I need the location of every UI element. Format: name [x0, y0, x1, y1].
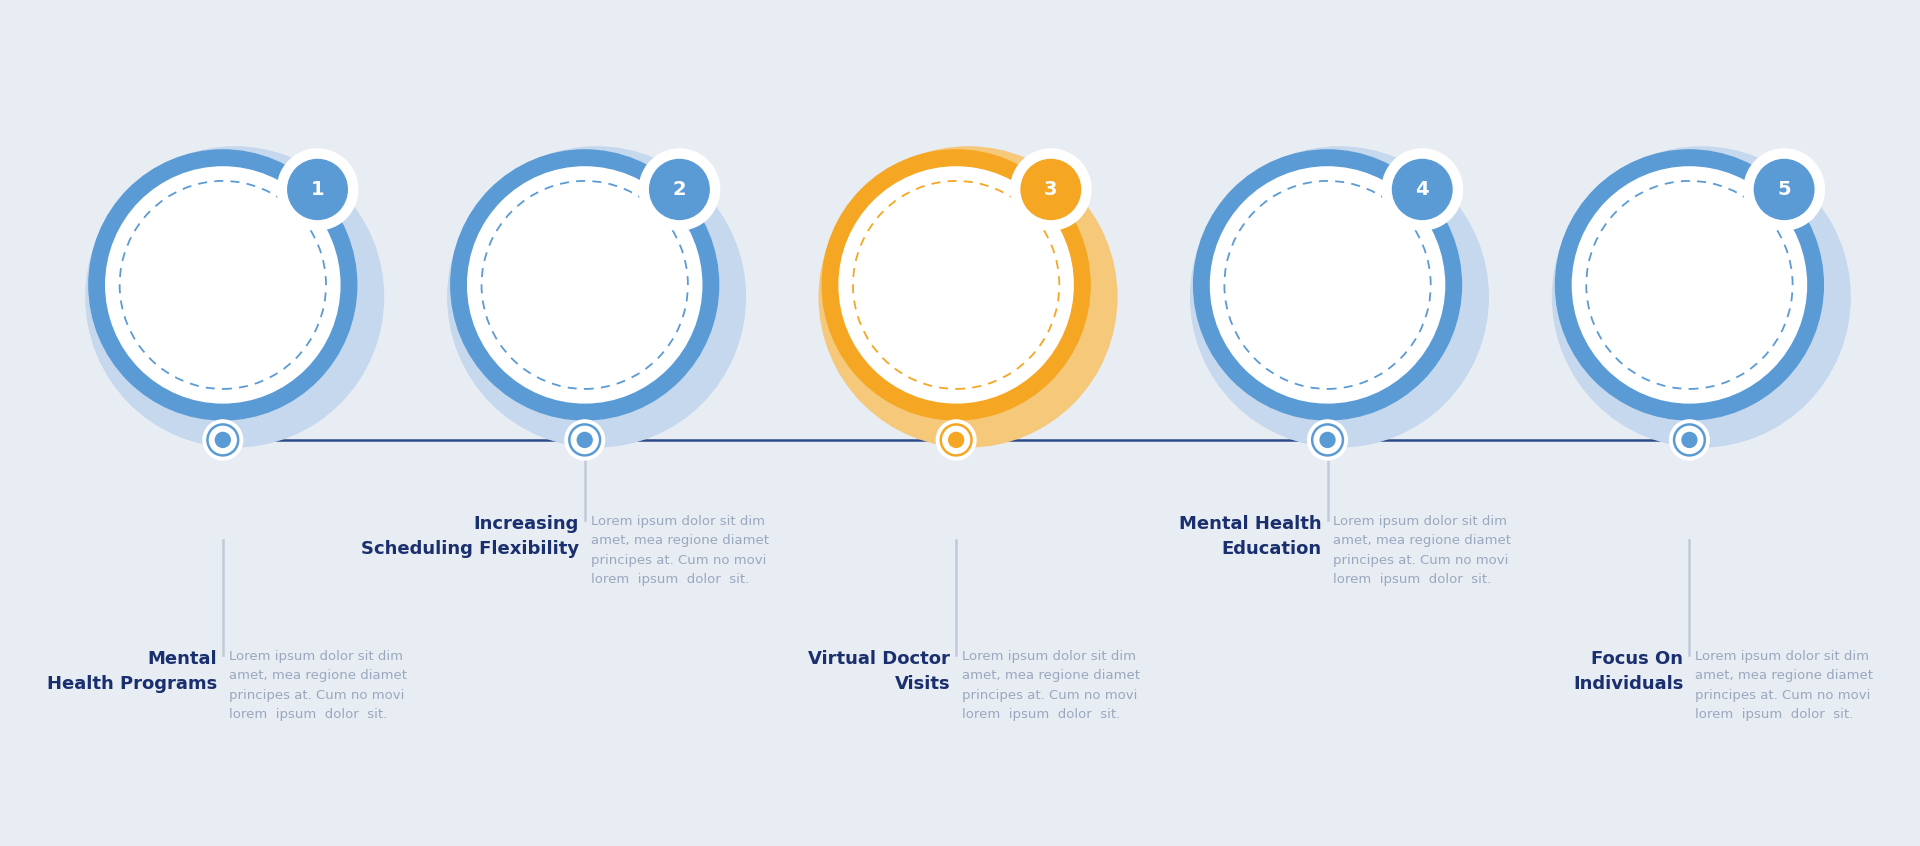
Circle shape [948, 432, 964, 448]
Circle shape [1553, 147, 1851, 447]
Circle shape [106, 167, 340, 403]
Text: 5: 5 [1778, 180, 1791, 199]
Circle shape [1743, 149, 1824, 230]
Text: Increasing
Scheduling Flexibility: Increasing Scheduling Flexibility [361, 515, 578, 558]
Text: 4: 4 [1415, 180, 1428, 199]
Circle shape [1210, 167, 1444, 403]
Circle shape [1555, 150, 1824, 420]
Text: Lorem ipsum dolor sit dim
amet, mea regione diamet
principes at. Cum no movi
lor: Lorem ipsum dolor sit dim amet, mea regi… [962, 650, 1140, 722]
Circle shape [1321, 432, 1334, 448]
Circle shape [1190, 147, 1488, 447]
Circle shape [1194, 150, 1461, 420]
Circle shape [447, 147, 745, 447]
Text: 3: 3 [1044, 180, 1058, 199]
Circle shape [1010, 149, 1091, 230]
Circle shape [1755, 159, 1814, 219]
Circle shape [822, 150, 1091, 420]
Text: 1: 1 [311, 180, 324, 199]
Circle shape [451, 150, 718, 420]
Text: Lorem ipsum dolor sit dim
amet, mea regione diamet
principes at. Cum no movi
lor: Lorem ipsum dolor sit dim amet, mea regi… [1695, 650, 1874, 722]
Text: Mental
Health Programs: Mental Health Programs [46, 650, 217, 693]
Text: Focus On
Individuals: Focus On Individuals [1572, 650, 1684, 693]
Circle shape [468, 167, 703, 403]
Text: Lorem ipsum dolor sit dim
amet, mea regione diamet
principes at. Cum no movi
lor: Lorem ipsum dolor sit dim amet, mea regi… [591, 515, 768, 586]
Circle shape [839, 167, 1073, 403]
Circle shape [649, 159, 708, 219]
Text: Virtual Doctor
Visits: Virtual Doctor Visits [808, 650, 950, 693]
Circle shape [1670, 420, 1709, 460]
Circle shape [578, 432, 591, 448]
Text: 2: 2 [672, 180, 685, 199]
Circle shape [937, 420, 975, 460]
Circle shape [1392, 159, 1452, 219]
Text: Mental Health
Education: Mental Health Education [1179, 515, 1321, 558]
Circle shape [86, 147, 384, 447]
Circle shape [1572, 167, 1807, 403]
Circle shape [1682, 432, 1697, 448]
Text: Lorem ipsum dolor sit dim
amet, mea regione diamet
principes at. Cum no movi
lor: Lorem ipsum dolor sit dim amet, mea regi… [1334, 515, 1511, 586]
Circle shape [88, 150, 357, 420]
Circle shape [1021, 159, 1081, 219]
Circle shape [204, 420, 242, 460]
Circle shape [1308, 420, 1348, 460]
Circle shape [215, 432, 230, 448]
Circle shape [820, 147, 1117, 447]
Circle shape [1382, 149, 1463, 230]
Circle shape [288, 159, 348, 219]
Circle shape [639, 149, 720, 230]
Circle shape [276, 149, 357, 230]
Circle shape [564, 420, 605, 460]
Text: Lorem ipsum dolor sit dim
amet, mea regione diamet
principes at. Cum no movi
lor: Lorem ipsum dolor sit dim amet, mea regi… [228, 650, 407, 722]
